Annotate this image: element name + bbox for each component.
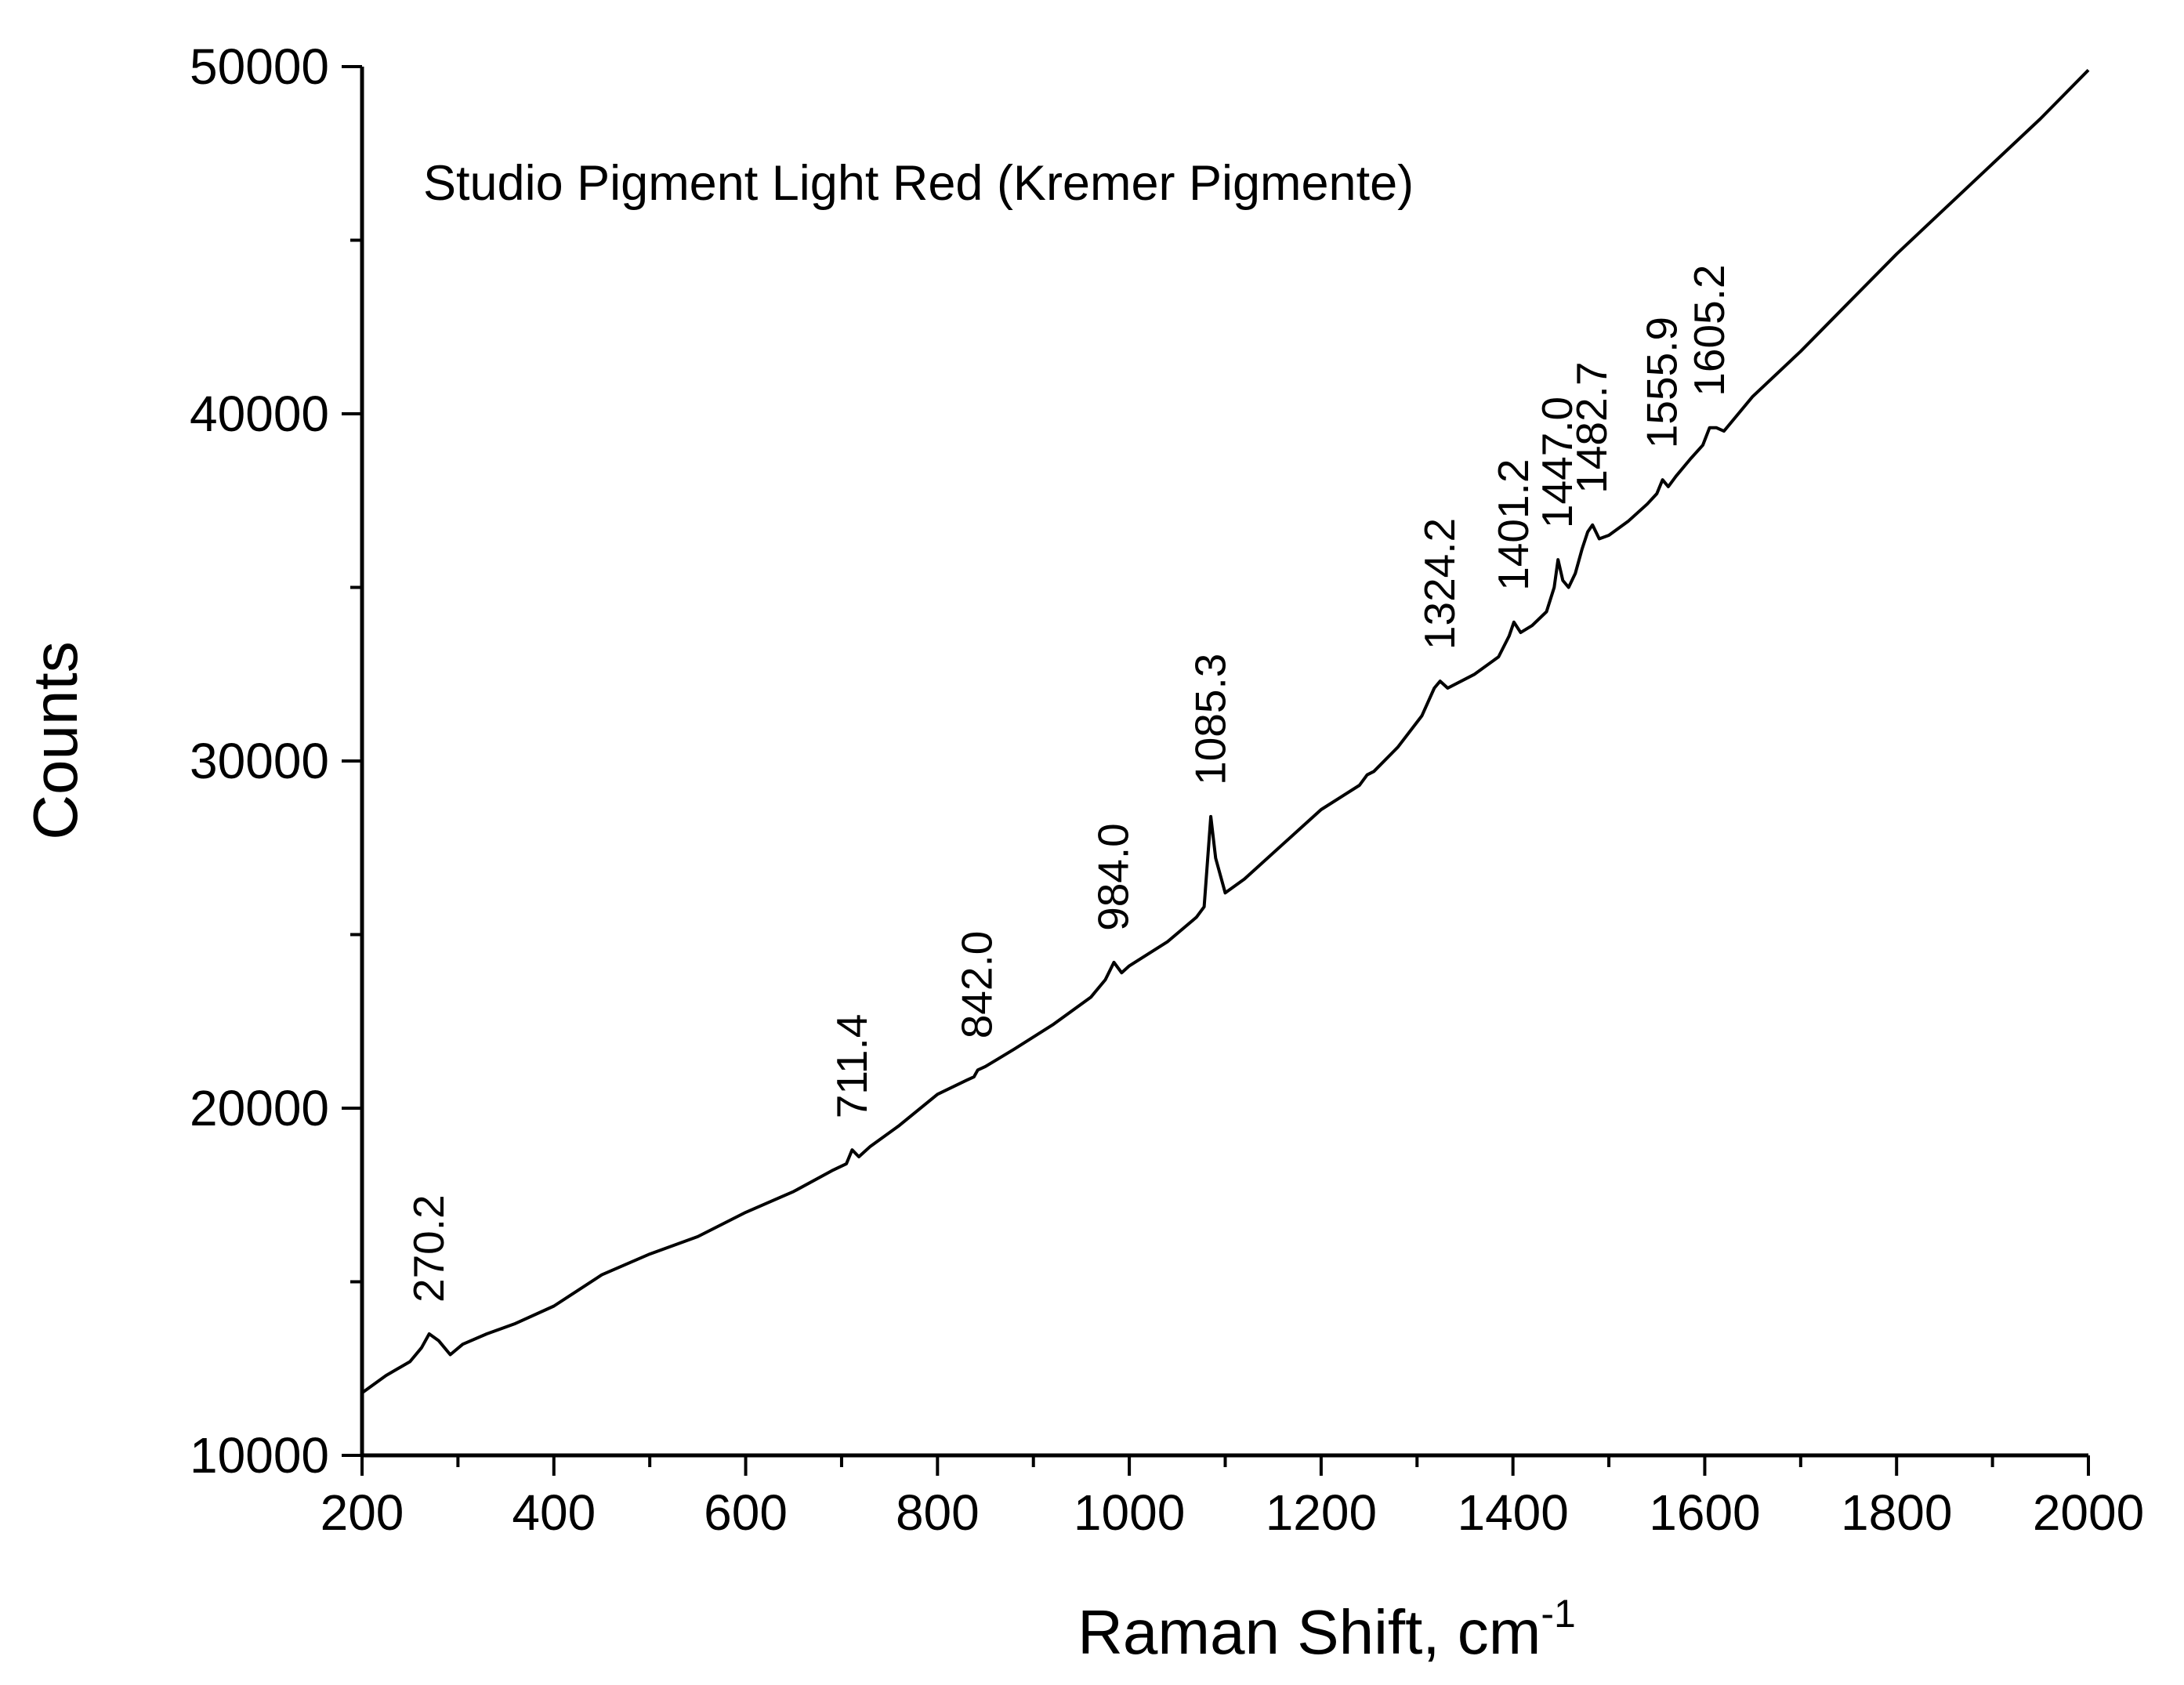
y-tick-label: 10000 <box>190 1427 329 1484</box>
peak-label: 1324.2 <box>1415 518 1464 650</box>
axes: 200 400 600 800 1000 1200 1400 1600 1800 2000 1000… <box>190 38 2144 1541</box>
x-tick-label: 800 <box>896 1484 980 1541</box>
x-axis-title-superscript: -1 <box>1541 1592 1575 1636</box>
peak-label: 1401.2 <box>1489 459 1537 591</box>
x-axis-title: Raman Shift, cm-1 <box>1078 1592 1576 1667</box>
x-tick-label: 1800 <box>1841 1484 1952 1541</box>
y-axis-title: Counts <box>20 641 90 839</box>
peak-label: 1605.2 <box>1685 264 1733 396</box>
chart-title: Studio Pigment Light Red (Kremer Pigment… <box>423 156 1414 211</box>
x-tick-label: 400 <box>512 1484 596 1541</box>
x-tick-label: 1400 <box>1457 1484 1568 1541</box>
x-axis-title-text: Raman Shift, cm <box>1078 1597 1541 1667</box>
x-tick-label: 600 <box>704 1484 788 1541</box>
plot-area <box>360 68 2090 1394</box>
x-tick-label: 1600 <box>1649 1484 1760 1541</box>
y-tick-label: 40000 <box>190 386 329 442</box>
y-tick-label: 30000 <box>190 733 329 789</box>
peak-label: 1085.3 <box>1186 654 1235 785</box>
peak-label: 270.2 <box>404 1194 453 1303</box>
peak-label: 1447.0 <box>1533 397 1581 528</box>
peak-label: 984.0 <box>1089 823 1138 931</box>
x-tick-label: 1200 <box>1266 1484 1377 1541</box>
peak-label: 842.0 <box>953 931 1001 1039</box>
x-tick-label: 1000 <box>1074 1484 1185 1541</box>
y-tick-label: 20000 <box>190 1080 329 1136</box>
spectrum-line <box>360 68 2090 1394</box>
y-tick-label: 50000 <box>190 38 329 95</box>
peak-label: 1482.7 <box>1567 362 1616 494</box>
x-tick-label: 200 <box>321 1484 404 1541</box>
x-tick-label: 2000 <box>2033 1484 2144 1541</box>
peak-label: 1555.9 <box>1638 317 1686 448</box>
peak-label: 711.4 <box>828 1014 876 1119</box>
